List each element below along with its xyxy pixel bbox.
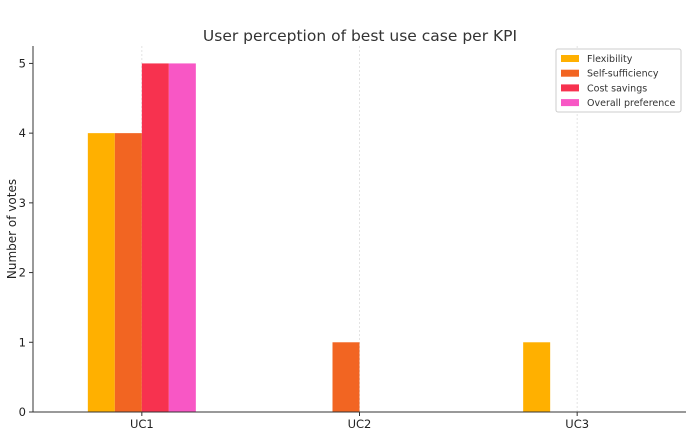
x-ticks: UC1 UC2 UC3 bbox=[130, 412, 589, 431]
y-tick-label: 5 bbox=[19, 56, 26, 70]
legend-frame bbox=[555, 48, 682, 113]
legend-label-flexibility: Flexibility bbox=[587, 54, 633, 65]
legend-label-cost-savings: Cost savings bbox=[587, 83, 647, 94]
legend: Flexibility Self-sufficiency Cost savings O… bbox=[555, 48, 682, 113]
legend-swatch-overall-preference bbox=[561, 99, 579, 107]
x-tick-label: UC3 bbox=[565, 417, 589, 431]
bar-uc1-cost-savings bbox=[141, 63, 169, 413]
chart-title: User perception of best use case per KPI bbox=[203, 27, 517, 45]
y-tick-label: 0 bbox=[19, 405, 26, 419]
bar-uc1-flexibility bbox=[87, 133, 115, 412]
bar-uc2-self-sufficiency bbox=[332, 342, 360, 412]
bar-uc1-overall-preference bbox=[168, 63, 196, 413]
y-tick-label: 4 bbox=[19, 126, 26, 140]
legend-label-self-sufficiency: Self-sufficiency bbox=[587, 69, 659, 80]
bars bbox=[87, 63, 551, 413]
y-tick-label: 2 bbox=[19, 266, 26, 280]
legend-swatch-flexibility bbox=[561, 55, 579, 62]
x-tick-label: UC2 bbox=[348, 417, 372, 431]
y-axis-label: Number of votes bbox=[5, 179, 19, 279]
x-tick-label: UC1 bbox=[130, 417, 154, 431]
legend-swatch-self-sufficiency bbox=[561, 69, 579, 77]
legend-swatch-cost-savings bbox=[561, 84, 579, 92]
bar-uc1-self-sufficiency bbox=[114, 133, 142, 412]
y-tick-label: 3 bbox=[19, 196, 26, 210]
y-ticks: 0 1 2 3 4 5 bbox=[19, 56, 33, 419]
bar-uc3-flexibility bbox=[523, 342, 551, 412]
y-tick-label: 1 bbox=[19, 335, 26, 349]
legend-label-overall-preference: Overall preference bbox=[587, 98, 676, 109]
